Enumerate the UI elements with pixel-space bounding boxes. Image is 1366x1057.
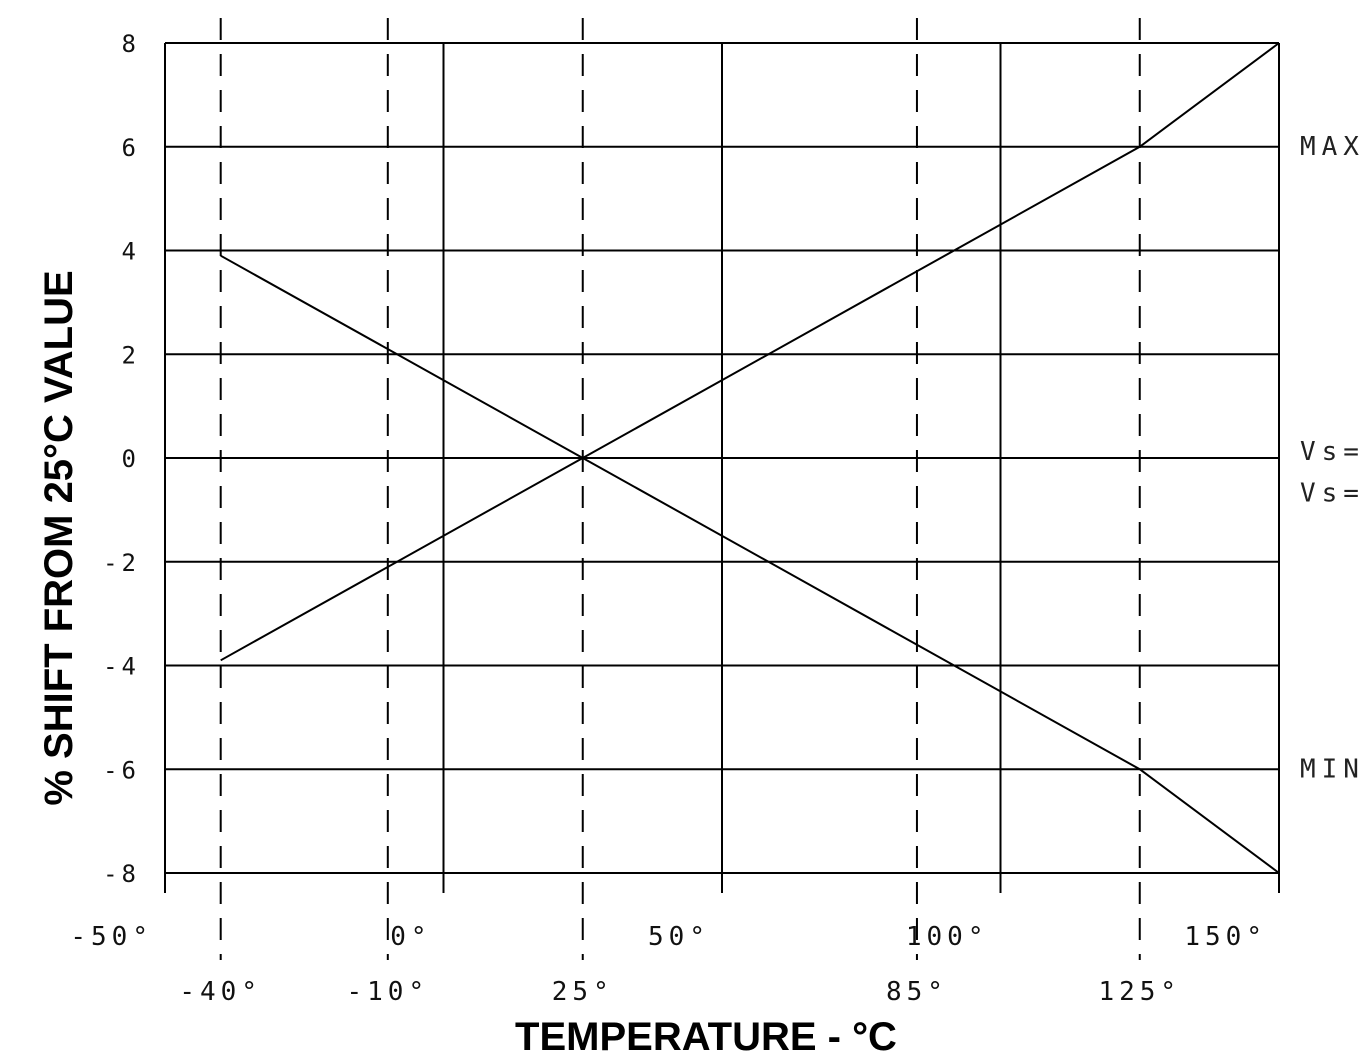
y-axis-title: % SHIFT FROM 25°C VALUE	[37, 270, 81, 805]
y-tick-label: 4	[122, 238, 140, 266]
annotation-vs: Vs=	[1300, 437, 1365, 467]
y-tick-label: -6	[103, 756, 140, 784]
y-tick-label: -2	[103, 549, 140, 577]
annotation-vs: Vs=	[1300, 479, 1365, 509]
y-tick-label: 0	[122, 445, 140, 473]
y-tick-label: -4	[103, 653, 140, 681]
x-tick-label: 0°	[390, 922, 431, 952]
y-tick-label: -8	[103, 860, 140, 888]
x-dashed-tick-label: 125°	[1098, 977, 1181, 1007]
grid	[164, 42, 1280, 893]
series-line-max	[220, 42, 1280, 662]
y-tick-label: 2	[122, 341, 140, 369]
series-line-min	[220, 254, 1280, 874]
x-tick-label: 150°	[1184, 922, 1267, 952]
series-label-max: MAX	[1300, 132, 1365, 162]
x-tick-label: 50°	[648, 922, 710, 952]
series-lines	[220, 42, 1280, 874]
y-tick-label: 8	[122, 30, 140, 58]
x-tick-label: 100°	[906, 922, 989, 952]
dashed-reference-lines	[219, 18, 1141, 960]
series-label-min: MIN	[1300, 754, 1365, 784]
tick-labels: 8 6 4 2 0 -2 -4 -6 -8 -50° 0° 50° 100° 150° -40° -10° 25…	[70, 30, 1365, 1007]
x-dashed-tick-label: -40°	[179, 977, 262, 1007]
x-dashed-tick-label: 25°	[552, 977, 614, 1007]
x-dashed-tick-label: -10°	[346, 977, 429, 1007]
x-dashed-tick-label: 85°	[886, 977, 948, 1007]
x-axis-title: TEMPERATURE - °C	[515, 1015, 897, 1057]
x-tick-label: -50°	[70, 922, 153, 952]
y-tick-label: 6	[122, 134, 140, 162]
